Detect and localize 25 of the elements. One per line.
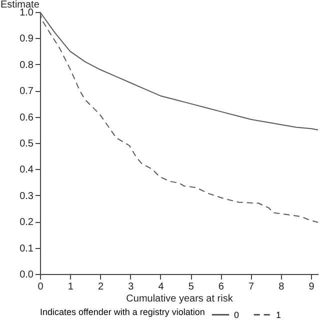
y-tick-label: 0.4 (20, 164, 34, 176)
legend-label: 1 (276, 310, 282, 320)
x-tick-label: 3 (128, 282, 134, 292)
x-tick-label: 9 (308, 282, 315, 292)
x-tick-label: 6 (218, 282, 224, 292)
y-tick-label: 0.1 (20, 243, 34, 254)
x-tick-label: 4 (158, 282, 164, 292)
y-tick-label: 0.5 (20, 138, 34, 150)
legend-label: 0 (234, 310, 240, 320)
x-tick-label: 1 (68, 282, 74, 292)
y-tick-label: 1.0 (20, 8, 34, 18)
legend-title: Indicates offender with a registry violation (40, 307, 205, 317)
y-tick-label: 0.3 (20, 190, 34, 202)
y-tick-label: 0.6 (20, 112, 34, 124)
x-tick-label: 2 (98, 282, 104, 292)
y-tick-label: 0.0 (20, 270, 34, 280)
x-tick-label: 5 (188, 282, 194, 292)
x-tick-label: 0 (38, 282, 44, 292)
y-tick-label: 0.2 (20, 217, 34, 228)
y-tick-label: 0.8 (20, 60, 34, 71)
x-axis-title: Cumulative years at risk (126, 294, 234, 304)
y-tick-label: 0.7 (20, 86, 34, 98)
y-tick-label: 0.9 (20, 34, 34, 45)
x-tick-label: 8 (278, 282, 285, 292)
x-tick-label: 7 (248, 282, 255, 292)
